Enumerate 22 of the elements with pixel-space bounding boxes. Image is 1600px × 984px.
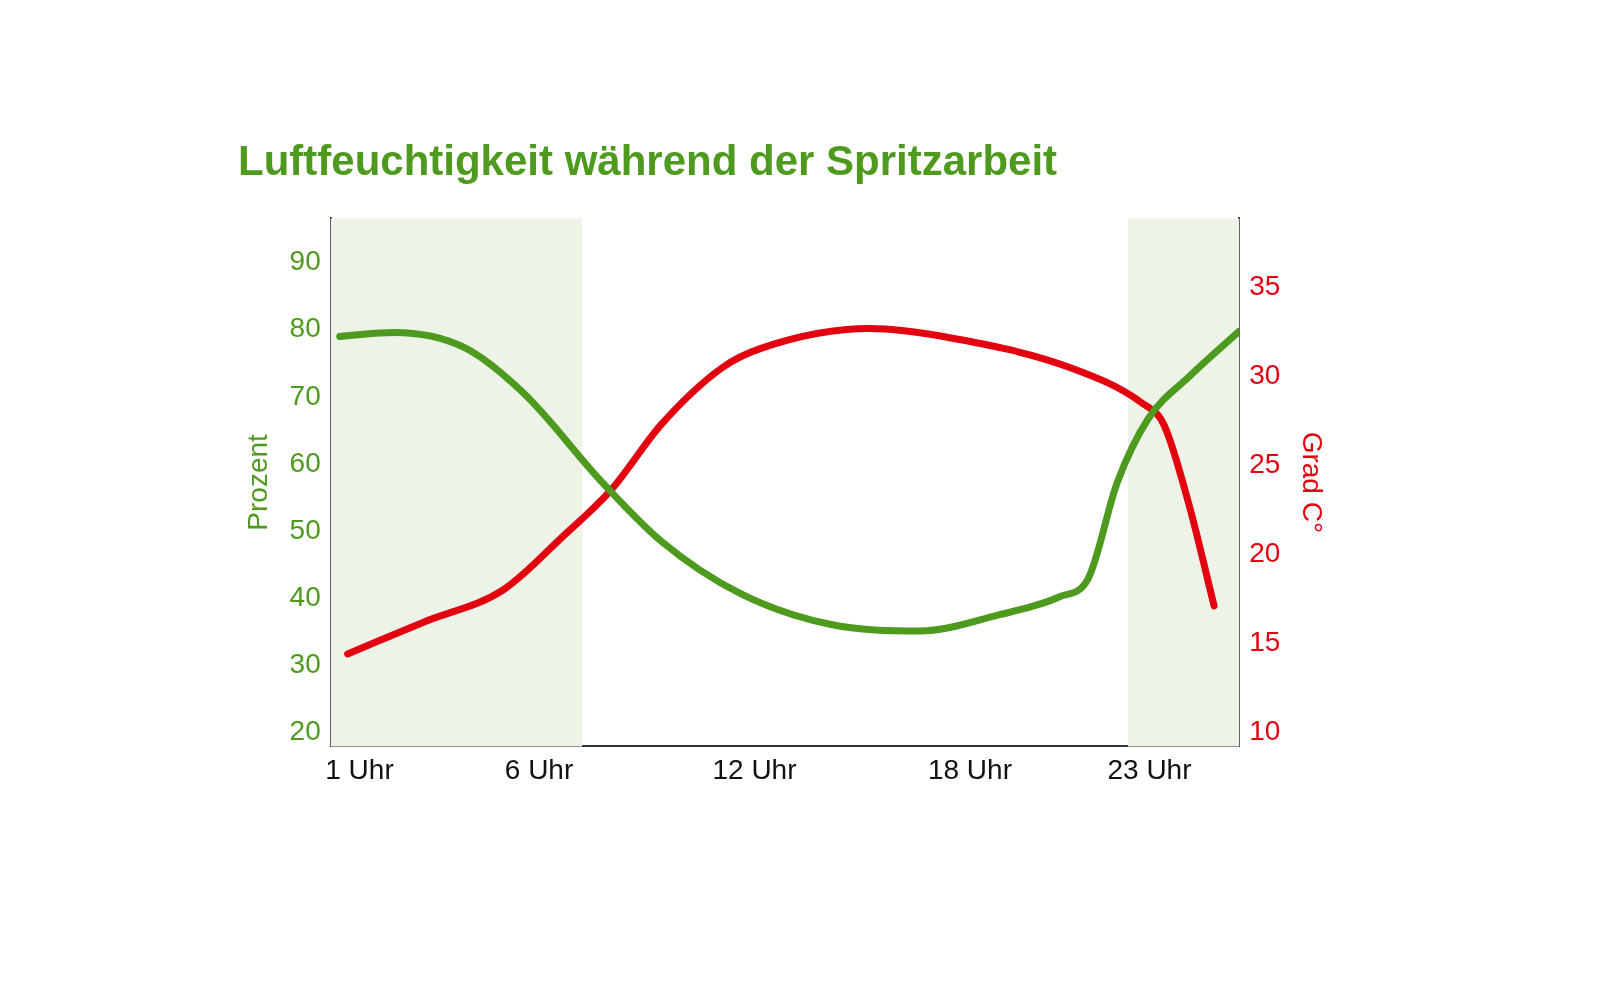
y-tick-label: 80 <box>289 312 321 344</box>
y2-tick-label: 20 <box>1249 537 1281 569</box>
x-tick-label: 23 Uhr <box>1107 753 1192 785</box>
y-axis-title: Prozent <box>241 433 273 531</box>
x-tick-label: 6 Uhr <box>504 753 574 785</box>
y2-tick-label: 35 <box>1249 270 1281 302</box>
y-tick-label: 40 <box>289 580 321 612</box>
y-tick-label: 70 <box>289 379 321 411</box>
y2-axis-title: Grad C° <box>1297 431 1329 534</box>
y-tick-label: 60 <box>289 446 321 478</box>
y-tick-label: 90 <box>289 245 321 277</box>
y2-tick-label: 30 <box>1249 359 1281 391</box>
y-tick-label: 20 <box>289 715 321 747</box>
x-tick-label: 1 Uhr <box>325 753 394 785</box>
y2-tick-label: 15 <box>1249 626 1281 658</box>
y2-tick-label: 25 <box>1249 448 1281 480</box>
chart-title: Luftfeuchtigkeit während der Spritzarbeit <box>238 136 1058 184</box>
x-tick-label: 18 Uhr <box>927 753 1012 785</box>
y-tick-label: 30 <box>289 647 321 679</box>
x-tick-label: 12 Uhr <box>712 753 797 785</box>
y2-tick-label: 10 <box>1249 714 1281 746</box>
y-tick-label: 50 <box>289 513 321 545</box>
